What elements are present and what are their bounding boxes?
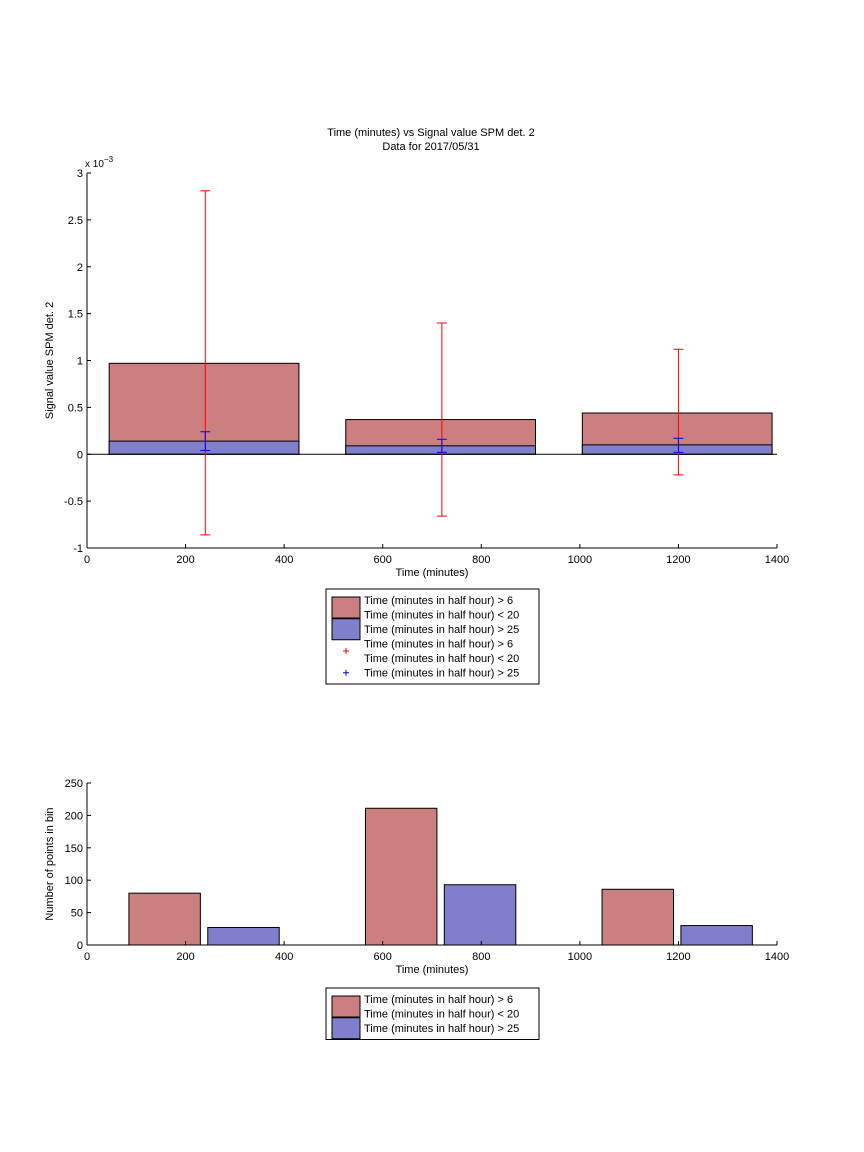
- legend-marker-3: [343, 669, 349, 676]
- error-bar-red-2: [673, 348, 684, 476]
- y-tick-label: 2: [77, 262, 83, 274]
- x-tick-label: 1200: [666, 554, 690, 566]
- bar-red-2: [364, 807, 438, 946]
- bar-blue-3: [443, 884, 517, 946]
- count-plot: 0 200 400 600 800 1000 1200 1400 0 50 100 150 200 250…: [44, 778, 789, 976]
- x-tick-label: 1000: [568, 554, 592, 566]
- legend-label: Time (minutes in half hour) > 6: [364, 595, 513, 607]
- legend-patch-0: [331, 995, 361, 1018]
- x-tick-label: 200: [176, 554, 194, 566]
- y-tick-label: -0.5: [64, 496, 83, 508]
- x-tick-label: 0: [84, 951, 90, 963]
- y-tick-label: 1: [77, 356, 83, 368]
- legend-box: [325, 987, 540, 1040]
- legend-label: Time (minutes in half hour) > 6: [364, 639, 513, 651]
- x-tick-label: 600: [374, 951, 392, 963]
- error-bar-blue-3: [200, 431, 211, 451]
- y-tick-label: 100: [65, 875, 83, 887]
- y-tick-label: -1: [73, 543, 83, 555]
- chart-title: Time (minutes) vs Signal value SPM det. …: [327, 127, 534, 139]
- x-tick-label: 800: [472, 951, 490, 963]
- y-tick-label: 0.5: [68, 402, 83, 414]
- bar-blue-3: [108, 440, 300, 455]
- x-tick-label: 1400: [765, 554, 789, 566]
- legend-marker-2: [343, 648, 349, 654]
- legend-box: [325, 588, 540, 685]
- y-tick-label: 3: [77, 168, 83, 180]
- y-tick-label: 150: [65, 843, 83, 855]
- x-tick-label: 200: [176, 951, 194, 963]
- error-bar-red-0: [200, 190, 211, 536]
- y-tick-label: 200: [65, 810, 83, 822]
- legend-patch-0: [331, 596, 361, 619]
- signal-legend: Time (minutes in half hour) > 6 Time (min…: [325, 588, 540, 685]
- bar-red-0: [128, 892, 201, 946]
- chart-subtitle: Data for 2017/05/31: [382, 141, 479, 153]
- bar-blue-5: [680, 925, 753, 946]
- legend-label: Time (minutes in half hour) < 20: [364, 610, 519, 622]
- x-axis-label: Time (minutes): [396, 964, 469, 976]
- y-tick-label: 250: [65, 778, 83, 790]
- x-tick-label: 1000: [568, 951, 592, 963]
- bar-red-4: [601, 888, 674, 946]
- legend-label: Time (minutes in half hour) < 20: [364, 653, 519, 665]
- x-tick-label: 600: [374, 554, 392, 566]
- legend-label: Time (minutes in half hour) > 6: [364, 994, 513, 1006]
- axis-exponent: x 10−3: [85, 155, 114, 170]
- signal-plot: 0 200 400 600 800 1000 1200 1400 -1 -0.5 0 0.5 1 1.5 2…: [44, 155, 789, 579]
- x-tick-label: 1200: [666, 951, 690, 963]
- error-bar-red-1: [436, 322, 447, 517]
- legend-label: Time (minutes in half hour) < 20: [364, 1009, 519, 1021]
- x-axis-label: Time (minutes): [396, 567, 469, 579]
- bar-blue-1: [207, 927, 280, 946]
- y-tick-label: 0: [77, 449, 83, 461]
- error-bar-blue-4: [436, 438, 447, 453]
- error-bar-blue-5: [673, 437, 684, 453]
- count-legend: Time (minutes in half hour) > 6 Time (min…: [325, 987, 540, 1040]
- legend-label: Time (minutes in half hour) > 25: [364, 668, 519, 680]
- bar-red-0: [108, 362, 300, 455]
- legend-label: Time (minutes in half hour) > 25: [364, 624, 519, 636]
- y-tick-label: 2.5: [68, 215, 83, 227]
- legend-label: Time (minutes in half hour) > 25: [364, 1023, 519, 1035]
- y-axis-label: Signal value SPM det. 2: [44, 302, 56, 419]
- legend-patch-1: [331, 618, 361, 641]
- x-tick-label: 400: [275, 554, 293, 566]
- y-tick-label: 50: [71, 908, 83, 920]
- y-axis-label: Number of points in bin: [44, 807, 56, 920]
- y-tick-label: 0: [77, 940, 83, 952]
- x-tick-label: 0: [84, 554, 90, 566]
- bar-blue-4: [345, 445, 536, 455]
- legend-patch-1: [331, 1017, 361, 1040]
- x-tick-label: 1400: [765, 951, 789, 963]
- x-tick-label: 800: [472, 554, 490, 566]
- x-tick-label: 400: [275, 951, 293, 963]
- y-tick-label: 1.5: [68, 309, 83, 321]
